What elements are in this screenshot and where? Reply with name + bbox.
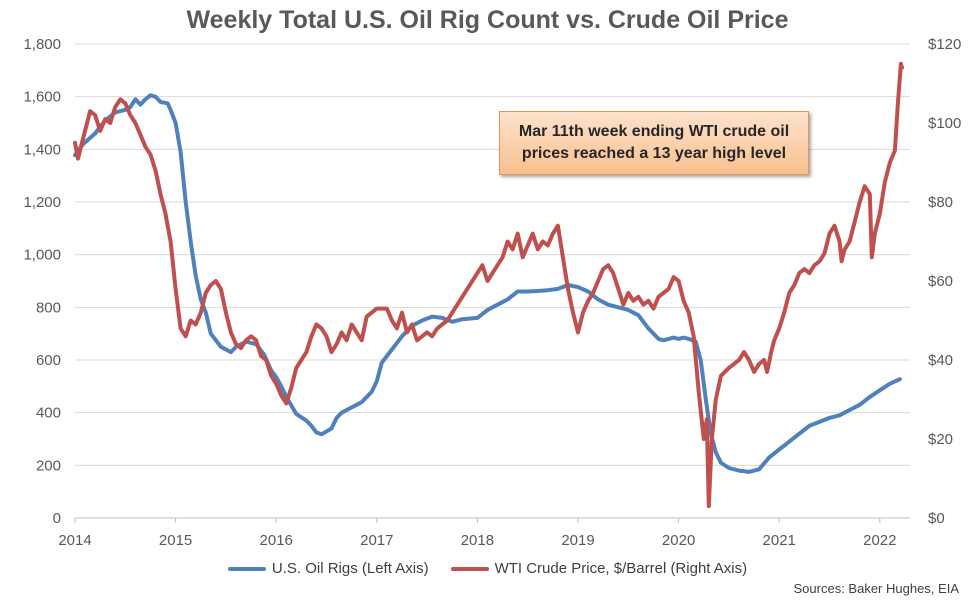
- chart-title: Weekly Total U.S. Oil Rig Count vs. Crud…: [186, 6, 789, 34]
- legend-label-rigs: U.S. Oil Rigs (Left Axis): [271, 560, 429, 577]
- legend-label-wti: WTI Crude Price, $/Barrel (Right Axis): [494, 560, 748, 577]
- left-tick-label: 0: [53, 510, 61, 527]
- legend-swatch-rigs: [227, 566, 266, 571]
- x-tick-label: 2014: [58, 532, 91, 549]
- right-tick-label: $60: [928, 273, 953, 290]
- x-tick-label: 2016: [260, 532, 293, 549]
- left-axis-ticks: 0 200 400 600 800 1,000 1,200 1,400 1,600 1,800: [23, 36, 61, 527]
- series-line-wti: [73, 61, 904, 509]
- x-tick-label: 2019: [561, 532, 594, 549]
- left-tick-label: 200: [36, 457, 61, 474]
- left-tick-label: 600: [36, 352, 61, 369]
- legend-item-rigs: U.S. Oil Rigs (Left Axis): [227, 560, 429, 577]
- right-tick-label: $80: [928, 194, 953, 211]
- series-lines: [73, 61, 904, 509]
- x-tick-label: 2021: [763, 532, 796, 549]
- series-line-rigs: [73, 93, 902, 474]
- left-tick-label: 400: [36, 405, 61, 422]
- gridlines: [75, 43, 910, 519]
- left-tick-label: 1,200: [23, 194, 61, 211]
- left-tick-label: 1,800: [23, 36, 61, 53]
- legend-item-wti: WTI Crude Price, $/Barrel (Right Axis): [450, 560, 748, 577]
- left-tick-label: 1,000: [23, 247, 61, 264]
- legend-swatch-wti: [450, 566, 489, 571]
- x-tick-label: 2018: [461, 532, 494, 549]
- x-tick-label: 2022: [863, 532, 896, 549]
- annotation-callout: Mar 11th week ending WTI crude oil price…: [499, 111, 809, 175]
- x-axis-ticks: 2014 2015 2016 2017 2018 2019 2020 2021 2022: [58, 517, 910, 549]
- x-tick-label: 2017: [360, 532, 393, 549]
- left-tick-label: 1,600: [23, 89, 61, 106]
- right-tick-label: $40: [928, 352, 953, 369]
- right-tick-label: $0: [928, 510, 945, 527]
- left-tick-label: 1,400: [23, 141, 61, 158]
- right-tick-label: $120: [928, 36, 961, 53]
- right-tick-label: $100: [928, 115, 961, 132]
- right-tick-label: $20: [928, 431, 953, 448]
- x-tick-label: 2015: [159, 532, 192, 549]
- right-axis-ticks: $0 $20 $40 $60 $80 $100 $120: [928, 36, 961, 527]
- source-note: Sources: Baker Hughes, EIA: [793, 581, 959, 596]
- x-tick-label: 2020: [662, 532, 695, 549]
- left-tick-label: 800: [36, 299, 61, 316]
- chart-legend: U.S. Oil Rigs (Left Axis) WTI Crude Pric…: [0, 560, 975, 577]
